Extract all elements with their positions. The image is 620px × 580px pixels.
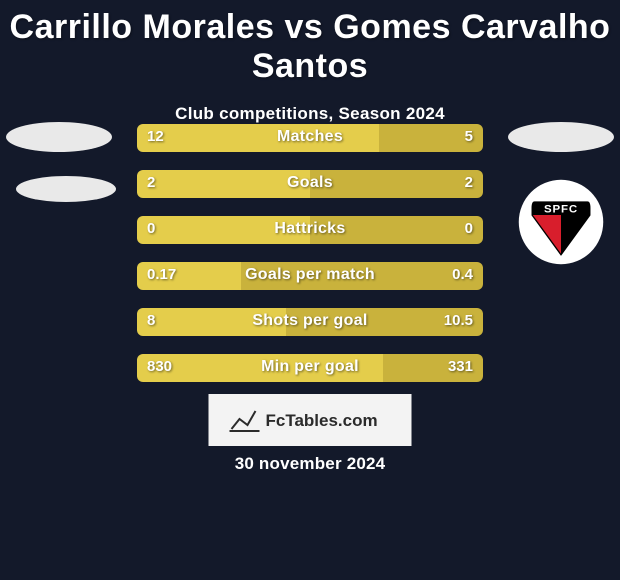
stat-value-left: 12	[147, 128, 164, 145]
stat-label: Goals	[137, 174, 483, 192]
stat-row: Matches12 5	[137, 124, 483, 152]
fctables-label: FcTables.com	[265, 411, 377, 430]
stat-label: Shots per goal	[137, 312, 483, 330]
stat-label: Min per goal	[137, 358, 483, 376]
club-badge-spfc: SPFC	[517, 178, 605, 266]
club-badge-letters: SPFC	[544, 203, 578, 215]
stat-label: Matches	[137, 128, 483, 146]
date-label: 30 november 2024	[0, 454, 620, 474]
stat-value-right: 5	[465, 128, 473, 145]
stat-value-right: 10.5	[444, 312, 473, 329]
stat-value-right: 331	[448, 358, 473, 375]
stat-row: Min per goal830 331	[137, 354, 483, 382]
stat-row: Hattricks0 0	[137, 216, 483, 244]
stats-table: Matches12 5 Goals2 2 Hattricks0 0 Goals per ma…	[137, 124, 483, 400]
stat-value-right: 0.4	[452, 266, 473, 283]
stat-value-left: 0.17	[147, 266, 176, 283]
stat-row: Goals per match0.17 0.4	[137, 262, 483, 290]
stat-row: Shots per goal8 10.5	[137, 308, 483, 336]
stat-value-left: 8	[147, 312, 155, 329]
page-title: Carrillo Morales vs Gomes Carvalho Santo…	[0, 0, 620, 86]
stat-value-right: 2	[465, 174, 473, 191]
stat-label: Goals per match	[137, 266, 483, 284]
subtitle: Club competitions, Season 2024	[0, 104, 620, 124]
stat-value-left: 0	[147, 220, 155, 237]
player-left-photo-placeholder-2	[16, 176, 116, 202]
stat-row: Goals2 2	[137, 170, 483, 198]
fctables-watermark: FcTables.com	[209, 394, 412, 446]
player-right-photo-placeholder	[508, 122, 614, 152]
stat-value-left: 830	[147, 358, 172, 375]
stat-label: Hattricks	[137, 220, 483, 238]
stat-value-right: 0	[465, 220, 473, 237]
player-left-photo-placeholder-1	[6, 122, 112, 152]
stat-value-left: 2	[147, 174, 155, 191]
